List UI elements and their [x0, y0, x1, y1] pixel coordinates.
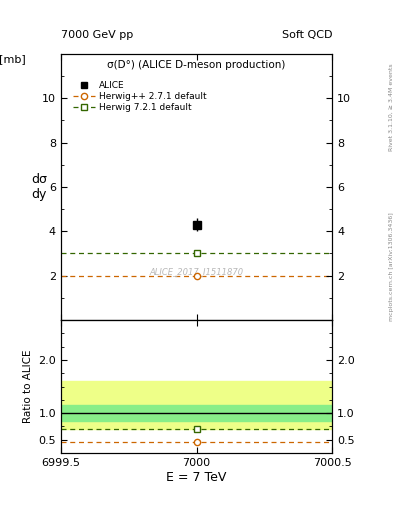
- X-axis label: E = 7 TeV: E = 7 TeV: [166, 471, 227, 484]
- Legend: ALICE, Herwig++ 2.7.1 default, Herwig 7.2.1 default: ALICE, Herwig++ 2.7.1 default, Herwig 7.…: [71, 79, 208, 114]
- Text: mcplots.cern.ch [arXiv:1306.3436]: mcplots.cern.ch [arXiv:1306.3436]: [389, 212, 393, 321]
- Text: Rivet 3.1.10, ≥ 3.4M events: Rivet 3.1.10, ≥ 3.4M events: [389, 63, 393, 151]
- Text: Soft QCD: Soft QCD: [282, 30, 332, 40]
- Y-axis label: Ratio to ALICE: Ratio to ALICE: [23, 350, 33, 423]
- Text: [mb]: [mb]: [0, 54, 26, 64]
- Text: 7000 GeV pp: 7000 GeV pp: [61, 30, 133, 40]
- Y-axis label: dσ
dy: dσ dy: [31, 173, 47, 201]
- Text: ALICE_2017_I1511870: ALICE_2017_I1511870: [149, 268, 244, 276]
- Text: σ(D°) (ALICE D-meson production): σ(D°) (ALICE D-meson production): [107, 60, 286, 71]
